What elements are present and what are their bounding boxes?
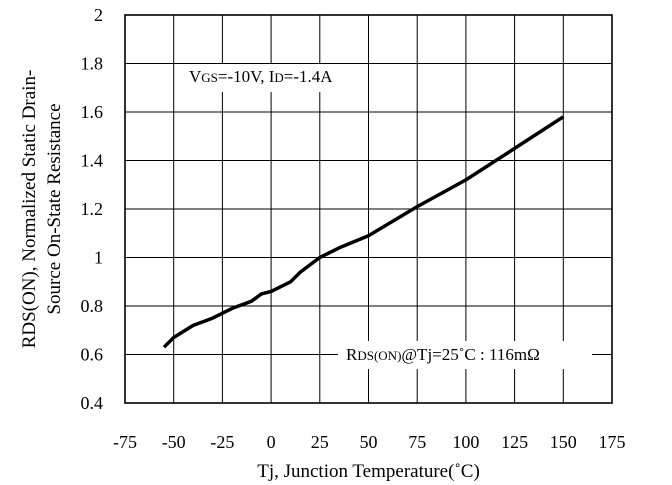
x-tick-label: 100 xyxy=(452,432,479,452)
series-group xyxy=(162,115,565,349)
i-value: =-1.4A xyxy=(284,67,333,86)
y-tick-label: 0.4 xyxy=(81,393,104,413)
x-tick-label: -25 xyxy=(210,432,234,452)
rdson-text: RDS(ON)@Tj=25˚C : 116mΩ xyxy=(346,345,540,364)
r-main: R xyxy=(346,345,358,364)
v-main: V xyxy=(189,67,202,86)
i-subscript: D xyxy=(274,70,283,85)
y-axis-label-line2: Source On-State Resistance xyxy=(44,103,65,314)
y-axis-label-line1: RDS(ON), Normalized Static Drain- xyxy=(19,70,40,349)
y-tick-label: 1.4 xyxy=(81,151,104,171)
x-tick-label: -75 xyxy=(113,432,137,452)
plot-frame xyxy=(124,14,613,404)
y-tick-label: 2 xyxy=(94,5,103,25)
x-tick-label: -50 xyxy=(162,432,186,452)
v-subscript: GS xyxy=(201,70,218,85)
y-tick-label: 1.8 xyxy=(81,54,104,74)
x-axis-label: Tj, Junction Temperature(˚C) xyxy=(257,461,480,482)
r-subscript: DS(ON) xyxy=(357,348,401,363)
x-tick-label: 50 xyxy=(360,432,378,452)
x-tick-label: 0 xyxy=(267,432,276,452)
y-tick-labels: 0.4 0.6 0.8 1 1.2 1.4 1.6 1.8 2 xyxy=(81,5,104,413)
y-tick-label: 1.2 xyxy=(81,199,104,219)
x-tick-label: 75 xyxy=(408,432,426,452)
y-tick-label: 1 xyxy=(94,248,103,268)
rdson-annotation: RDS(ON)@Tj=25˚C : 116mΩ xyxy=(338,341,592,369)
x-tick-label: 175 xyxy=(599,432,626,452)
y-tick-label: 0.6 xyxy=(81,345,104,365)
series-line-0 xyxy=(162,115,565,349)
x-tick-label: 25 xyxy=(311,432,329,452)
rdson-rest: @Tj=25˚C : 116mΩ xyxy=(401,345,539,364)
x-tick-label: 125 xyxy=(501,432,528,452)
rdson-annotation-bg xyxy=(338,341,592,369)
conditions-annotation: VGS=-10V, ID=-1.4A xyxy=(181,64,351,92)
x-tick-label: 150 xyxy=(550,432,577,452)
y-axis-label: RDS(ON), Normalized Static Drain- Source… xyxy=(19,70,65,349)
x-tick-labels: -75 -50 -25 0 25 50 75 100 125 150 175 xyxy=(113,432,626,452)
y-tick-label: 1.6 xyxy=(81,102,104,122)
y-tick-label: 0.8 xyxy=(81,296,104,316)
conditions-annotation-bg xyxy=(181,64,351,92)
conditions-text: VGS=-10V, ID=-1.4A xyxy=(189,67,333,86)
v-value: =-10V, I xyxy=(218,67,275,86)
